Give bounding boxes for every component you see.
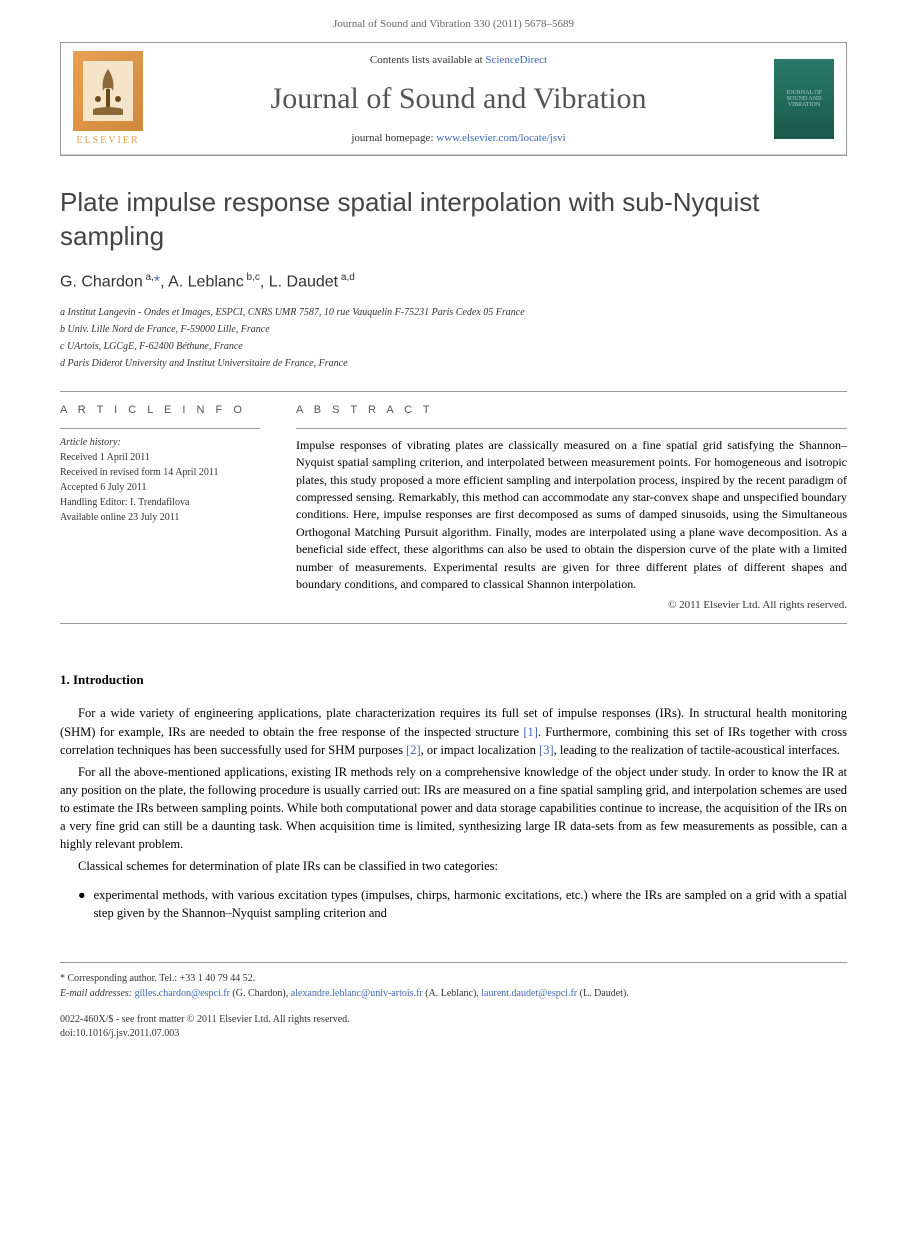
email-link-3[interactable]: laurent.daudet@espci.fr xyxy=(481,988,577,999)
journal-header-box: ELSEVIER Contents lists available at Sci… xyxy=(60,42,847,156)
abstract-copyright: © 2011 Elsevier Ltd. All rights reserved… xyxy=(296,599,847,611)
divider xyxy=(60,391,847,392)
affiliation-d: d Paris Diderot University and Institut … xyxy=(60,356,847,371)
name-1: (G. Chardon), xyxy=(230,988,291,999)
bullet-list: ● experimental methods, with various exc… xyxy=(78,886,847,922)
publisher-logo-block: ELSEVIER xyxy=(73,51,143,146)
contents-available-line: Contents lists available at ScienceDirec… xyxy=(159,54,758,66)
bullet-1-text: experimental methods, with various excit… xyxy=(94,886,847,922)
ref-link-2[interactable]: [2] xyxy=(406,743,421,757)
handling-editor: Handling Editor: I. Trendafilova xyxy=(60,495,260,510)
name-3: (L. Daudet). xyxy=(577,988,629,999)
history-label: Article history: xyxy=(60,437,260,448)
article-title: Plate impulse response spatial interpola… xyxy=(60,186,847,254)
homepage-prefix: journal homepage: xyxy=(351,132,436,144)
journal-title: Journal of Sound and Vibration xyxy=(159,82,758,116)
abstract-column: A B S T R A C T Impulse responses of vib… xyxy=(296,404,847,612)
received-date: Received 1 April 2011 xyxy=(60,450,260,465)
running-head: Journal of Sound and Vibration 330 (2011… xyxy=(0,0,907,42)
sciencedirect-link[interactable]: ScienceDirect xyxy=(485,54,547,66)
corresponding-author: * Corresponding author. Tel.: +33 1 40 7… xyxy=(60,971,847,986)
section-1-heading: 1. Introduction xyxy=(60,672,847,688)
article-info-column: A R T I C L E I N F O Article history: R… xyxy=(60,404,260,612)
emails-label: E-mail addresses: xyxy=(60,988,135,999)
journal-cover-thumbnail: JOURNAL OF SOUND AND VIBRATION xyxy=(774,59,834,139)
affiliation-b: b Univ. Lille Nord de France, F-59000 Li… xyxy=(60,322,847,337)
article-info-heading: A R T I C L E I N F O xyxy=(60,404,260,416)
issn-line: 0022-460X/$ - see front matter © 2011 El… xyxy=(60,1013,847,1027)
abstract-text: Impulse responses of vibrating plates ar… xyxy=(296,437,847,594)
abstract-heading: A B S T R A C T xyxy=(296,404,847,416)
footer-block: * Corresponding author. Tel.: +33 1 40 7… xyxy=(60,962,847,1041)
author-list: G. Chardon a,*, A. Leblanc b,c, L. Daude… xyxy=(60,272,847,291)
name-2: (A. Leblanc), xyxy=(423,988,482,999)
ref-link-1[interactable]: [1] xyxy=(523,725,538,739)
homepage-line: journal homepage: www.elsevier.com/locat… xyxy=(159,132,758,144)
p1-post: , leading to the realization of tactile-… xyxy=(554,743,840,757)
affiliations-block: a Institut Langevin - Ondes et Images, E… xyxy=(60,305,847,371)
email-link-2[interactable]: alexandre.leblanc@univ-artois.fr xyxy=(291,988,423,999)
affiliation-c: c UArtois, LGCgE, F-62400 Béthune, Franc… xyxy=(60,339,847,354)
ref-link-3[interactable]: [3] xyxy=(539,743,554,757)
intro-para-1: For a wide variety of engineering applic… xyxy=(60,704,847,758)
elsevier-tree-icon xyxy=(73,51,143,131)
publisher-name: ELSEVIER xyxy=(73,135,143,146)
divider xyxy=(60,623,847,624)
bullet-icon: ● xyxy=(78,886,86,922)
email-line: E-mail addresses: gilles.chardon@espci.f… xyxy=(60,986,847,1001)
accepted-date: Accepted 6 July 2011 xyxy=(60,480,260,495)
corresponding-marker[interactable]: * xyxy=(154,273,160,290)
list-item: ● experimental methods, with various exc… xyxy=(78,886,847,922)
abstract-divider xyxy=(296,428,847,429)
info-divider xyxy=(60,428,260,429)
revised-date: Received in revised form 14 April 2011 xyxy=(60,465,260,480)
doi-line: doi:10.1016/j.jsv.2011.07.003 xyxy=(60,1027,847,1041)
intro-para-3: Classical schemes for determination of p… xyxy=(60,857,847,875)
online-date: Available online 23 July 2011 xyxy=(60,510,260,525)
contents-prefix: Contents lists available at xyxy=(370,54,485,66)
intro-para-2: For all the above-mentioned applications… xyxy=(60,763,847,854)
affiliation-a: a Institut Langevin - Ondes et Images, E… xyxy=(60,305,847,320)
p1-mid2: , or impact localization xyxy=(421,743,539,757)
homepage-link[interactable]: www.elsevier.com/locate/jsvi xyxy=(436,132,565,144)
email-link-1[interactable]: gilles.chardon@espci.fr xyxy=(135,988,230,999)
cover-text: JOURNAL OF SOUND AND VIBRATION xyxy=(778,90,830,108)
